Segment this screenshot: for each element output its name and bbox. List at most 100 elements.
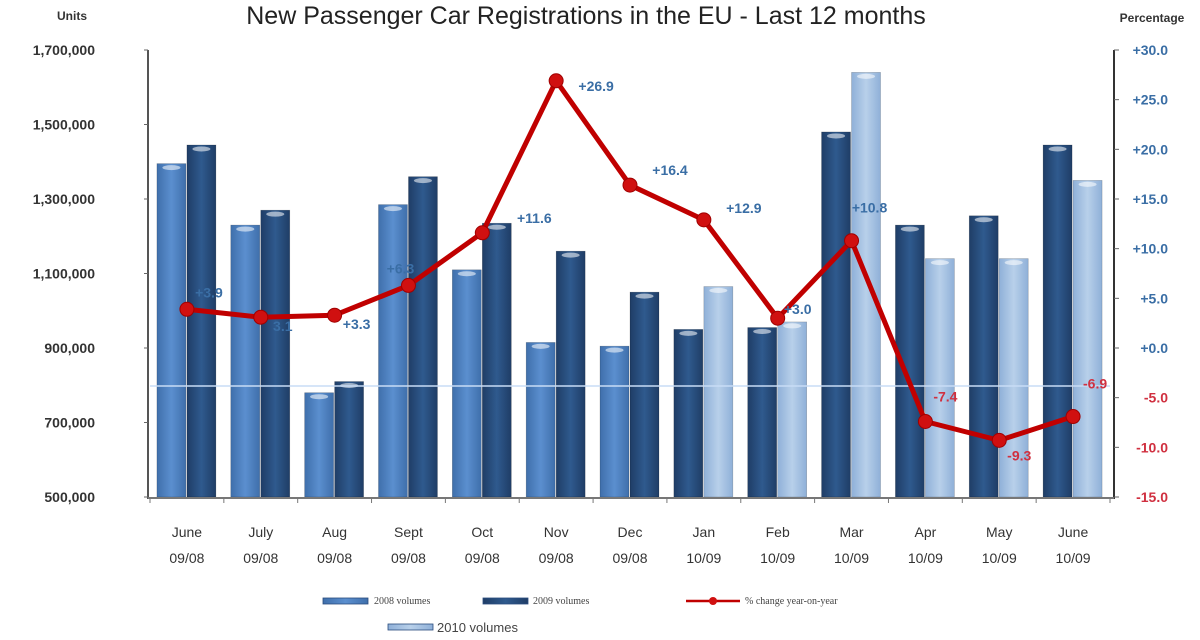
pct-data-label: -9.3 [1007,447,1031,463]
pct-change-marker [1065,409,1081,425]
bar-2009 [186,144,217,498]
x-tick-month: Oct [471,524,493,540]
pct-data-label: +12.9 [726,200,762,216]
legend-swatch-2008 [322,597,369,605]
pct-change-marker [991,432,1007,448]
x-tick-period: 10/09 [982,550,1017,566]
labels-layer: +3.9 3.1 +3.3 +6.3 +11.6 +26.9 +16.4 +12.9 +3.0 +… [195,78,1107,464]
y2-tick-label: +0.0 [1140,340,1168,356]
bars-layer [150,72,1110,498]
pct-change-marker [917,414,933,430]
bar-2008-highlight [531,343,550,349]
chart-title: New Passenger Car Registrations in the E… [246,2,925,30]
bar-2008-highlight [457,271,476,277]
y-tick-label: 1,500,000 [33,117,95,133]
legend-label-2008: 2008 volumes [374,596,430,607]
bar-2009 [555,250,586,498]
bar-2009-highlight [974,217,993,223]
bar-2008 [599,345,630,498]
bar-2008 [525,342,556,498]
bar-2010 [703,286,734,498]
bar-2010 [1072,180,1103,498]
bar-2009-highlight [679,330,698,336]
bar-2009 [747,327,777,498]
y2-tick-label: +5.0 [1140,290,1168,306]
bar-2010 [851,72,881,498]
legend: 2008 volumes 2009 volumes % change year-on… [322,596,838,635]
y-tick-label: 1,100,000 [33,266,95,282]
y-tick-label: 700,000 [44,415,95,431]
bar-2009-highlight [635,293,654,299]
x-tick-period: 10/09 [908,550,943,566]
y-tick-label: 1,700,000 [33,42,95,58]
x-tick-month: Aug [322,524,347,540]
y2-tick-label: -15.0 [1136,489,1168,505]
x-tick-month: Dec [618,524,643,540]
y2-tick-label: +10.0 [1133,241,1169,257]
bar-2010-highlight [930,260,949,266]
bar-2009 [821,131,851,498]
bar-2008 [452,269,482,498]
bar-2008-highlight [605,347,624,353]
x-tick-period: 10/09 [686,550,721,566]
x-tick-month: Sept [394,524,423,540]
bar-2008 [304,392,334,498]
y2-tick-label: -5.0 [1144,390,1168,406]
bar-2008-highlight [236,226,255,232]
pct-data-label: +3.0 [784,301,812,317]
y-tick-label: 900,000 [44,340,95,356]
bar-2010 [925,258,955,498]
x-tick-period: 09/08 [391,550,426,566]
bar-2009-highlight [1048,146,1067,152]
bar-2008 [378,204,408,498]
x-tick-period: 09/08 [317,550,352,566]
pct-data-label: +3.9 [195,284,223,300]
line-layer [179,73,1081,448]
y-tick-label: 1,300,000 [33,191,95,207]
pct-change-marker [844,233,860,249]
y2-tick-label: +25.0 [1133,92,1169,108]
bar-2009 [408,176,438,498]
bar-2009 [1042,144,1073,498]
pct-change-marker [770,310,786,326]
bar-2009-highlight [413,178,432,184]
x-tick-month: July [248,524,273,540]
bar-2010 [777,321,807,498]
bar-2009 [968,215,999,498]
x-tick-month: Mar [839,524,863,540]
x-tick-period: 09/08 [539,550,574,566]
pct-data-label: 3.1 [273,318,293,334]
x-tick-month: Feb [766,524,790,540]
y2-tick-label: +30.0 [1133,42,1169,58]
y2-tick-label: +15.0 [1133,191,1169,207]
pct-change-marker [327,307,343,323]
pct-data-label: +11.6 [517,210,552,226]
pct-change-marker [474,225,490,241]
bar-2009-highlight [561,252,580,258]
legend-label-pct: % change year-on-year [745,596,838,607]
pct-data-label: +6.3 [387,260,415,276]
x-tick-month: Nov [544,524,569,540]
bar-2009 [260,209,291,498]
y2-axis-title: Percentage [1120,11,1185,25]
pct-change-marker [696,212,712,228]
pct-data-label: +16.4 [652,162,688,178]
x-tick-period: 09/08 [169,550,204,566]
legend-swatch-2009 [482,597,529,605]
bar-2009 [482,222,512,498]
pct-data-label: +3.3 [343,316,371,332]
bar-2009-highlight [487,224,506,230]
bar-2009-highlight [900,226,919,232]
pct-change-marker [622,177,638,193]
pct-change-marker [400,277,416,293]
bar-2009 [673,329,704,498]
bar-2010-highlight [1004,260,1023,266]
bar-2009-highlight [266,211,285,217]
y2-tick-label: -10.0 [1136,439,1168,455]
x-tick-period: 10/09 [760,550,795,566]
pct-data-label: -6.9 [1083,376,1107,392]
pct-data-label: -7.4 [933,389,957,405]
x-tick-month: Apr [914,524,936,540]
bar-2009-highlight [827,133,846,139]
